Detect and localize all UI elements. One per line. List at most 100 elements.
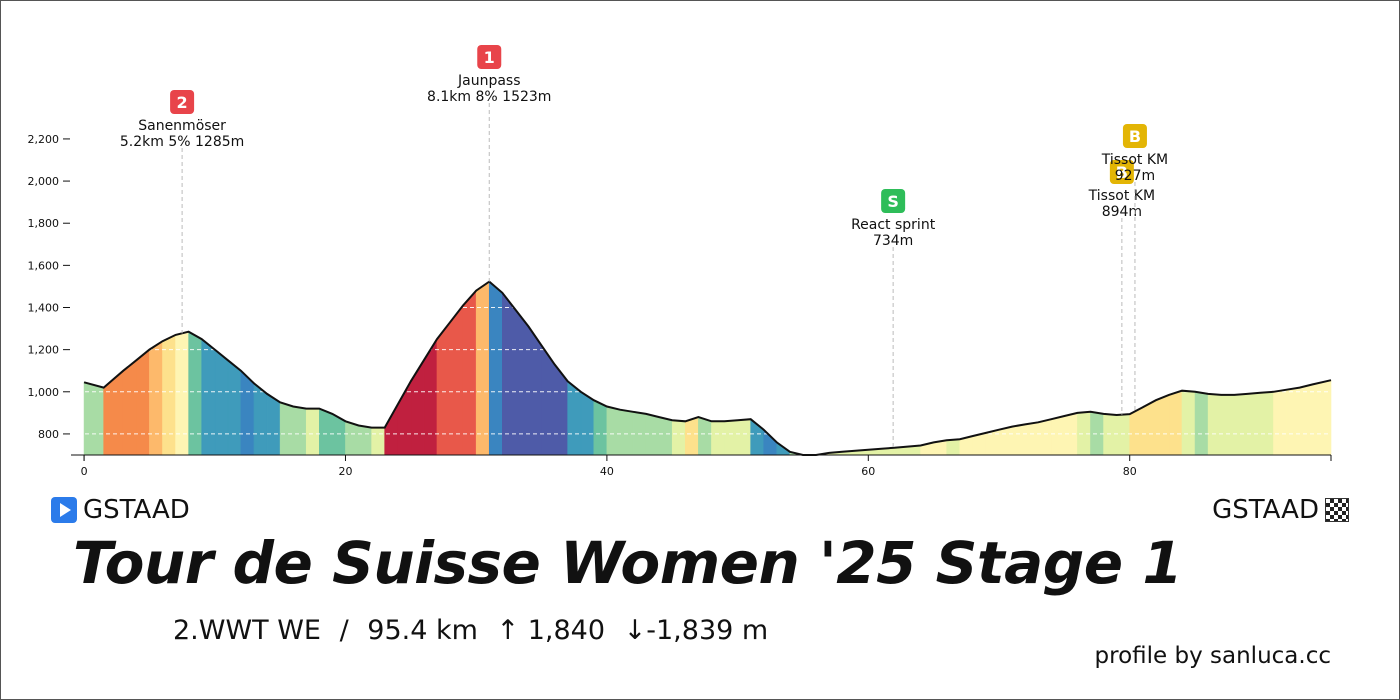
- climb-badge: [1109, 160, 1134, 184]
- gradient-segment: [645, 413, 660, 456]
- start-location: GSTAAD: [51, 495, 190, 525]
- gradient-segment: [567, 380, 582, 456]
- climb-detail: 8.1km 8% 1523m: [427, 89, 551, 105]
- gradient-segment: [1142, 399, 1157, 456]
- gradient-segment: [528, 325, 542, 456]
- total-descent: ↓-1,839 m: [623, 615, 769, 646]
- y-tick-label: 800: [38, 428, 59, 441]
- start-play-icon: [51, 497, 77, 523]
- climb-detail: 927m: [1115, 168, 1155, 184]
- gradient-segment: [149, 340, 163, 456]
- gradient-segment: [103, 370, 124, 456]
- gradient-segment: [1050, 415, 1065, 456]
- y-tick-label: 1,800: [28, 217, 60, 230]
- gradient-segment: [1024, 421, 1039, 456]
- climb-badge: [170, 90, 195, 114]
- climb-badge-text: 1: [484, 48, 495, 67]
- climb-name: Jaunpass: [457, 73, 521, 89]
- climb-badge-text: B: [1129, 127, 1141, 146]
- x-tick-label: 0: [81, 465, 88, 478]
- gradient-segment: [1181, 390, 1196, 456]
- total-ascent: ↑ 1,840: [496, 615, 606, 646]
- gradient-segment: [1011, 424, 1026, 456]
- climb-detail: 5.2km 5% 1285m: [120, 134, 244, 150]
- gradient-segment: [1077, 411, 1091, 456]
- info-separator: /: [339, 615, 349, 646]
- gradient-segment: [1233, 393, 1248, 456]
- y-tick-label: 2,000: [28, 175, 60, 188]
- gradient-segment: [1207, 393, 1222, 456]
- stage-title: Tour de Suisse Women '25 Stage 1: [73, 529, 1183, 597]
- gradient-segment: [345, 420, 359, 456]
- gradient-segment: [1103, 413, 1117, 456]
- gradient-segment: [175, 331, 189, 456]
- climb-badge-text: S: [887, 192, 899, 211]
- gradient-segment: [201, 338, 216, 456]
- gradient-segment: [1260, 391, 1274, 456]
- gradient-segment: [658, 416, 673, 456]
- gradient-segment: [122, 359, 137, 456]
- x-tick-label: 60: [861, 465, 875, 478]
- gradient-segment: [619, 409, 634, 456]
- gradient-segment: [1247, 392, 1261, 456]
- gradient-segment: [671, 419, 686, 456]
- gradient-segment: [162, 334, 176, 456]
- gradient-segment: [1194, 391, 1209, 456]
- gradient-segment: [737, 418, 751, 456]
- start-place-label: GSTAAD: [83, 495, 190, 525]
- gradient-segment: [266, 393, 281, 456]
- y-tick-label: 1,200: [28, 344, 60, 357]
- climb-name: Tissot KM: [1101, 152, 1168, 168]
- y-tick-label: 1,000: [28, 386, 60, 399]
- x-tick-label: 20: [338, 465, 352, 478]
- checkered-flag-icon: [1325, 498, 1349, 522]
- gradient-segment: [436, 321, 451, 456]
- gradient-segment: [1090, 411, 1104, 456]
- gradient-segment: [1286, 387, 1300, 456]
- gradient-segment: [1168, 390, 1183, 456]
- climb-detail: 894m: [1102, 204, 1142, 220]
- gradient-segment: [319, 408, 333, 456]
- gradient-segment: [462, 289, 477, 456]
- gradient-segment: [1116, 413, 1131, 456]
- gradient-segment: [1312, 379, 1332, 456]
- gradient-segment: [515, 308, 529, 456]
- gradient-segment: [214, 349, 229, 456]
- gradient-segment: [632, 411, 647, 456]
- climb-name: Tissot KM: [1088, 188, 1155, 204]
- gradient-segment: [1129, 406, 1144, 456]
- gradient-segment: [136, 349, 150, 456]
- y-tick-label: 1,400: [28, 302, 60, 315]
- gradient-segment: [188, 331, 203, 456]
- gradient-segment: [946, 438, 961, 456]
- climb-detail: 734m: [873, 233, 913, 249]
- gradient-segment: [240, 370, 255, 456]
- x-tick-label: 80: [1123, 465, 1137, 478]
- gradient-segment: [1299, 384, 1314, 456]
- gradient-segment: [83, 381, 104, 456]
- gradient-segment: [1273, 389, 1287, 456]
- stage-info: 2.WWT WE / 95.4 km ↑ 1,840 ↓-1,839 m: [173, 615, 778, 646]
- gradient-segment: [305, 408, 320, 456]
- gradient-segment: [227, 359, 242, 456]
- finish-place-label: GSTAAD: [1212, 495, 1319, 525]
- climb-badge: [477, 45, 502, 69]
- gradient-segment: [685, 416, 699, 456]
- climb-badge-text: B: [1116, 163, 1128, 182]
- race-category: 2.WWT WE: [173, 615, 321, 646]
- climb-name: Sanenmöser: [138, 118, 226, 134]
- gradient-segment: [698, 416, 712, 456]
- stage-distance: 95.4 km: [367, 615, 478, 646]
- gradient-segment: [449, 304, 464, 456]
- gradient-segment: [384, 403, 399, 456]
- gradient-segment: [410, 359, 425, 456]
- gradient-segment: [580, 391, 595, 456]
- finish-location: GSTAAD: [1212, 495, 1349, 525]
- climb-badge: [1122, 124, 1147, 148]
- x-tick-label: 40: [600, 465, 614, 478]
